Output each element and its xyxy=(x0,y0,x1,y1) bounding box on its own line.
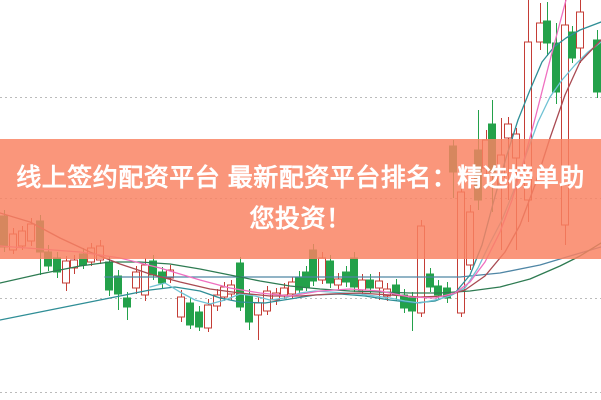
candle-down xyxy=(186,297,194,329)
candle-down xyxy=(543,2,551,56)
candle-down xyxy=(236,257,244,311)
candle-down xyxy=(195,306,203,331)
candle-up xyxy=(536,3,544,50)
candle-down xyxy=(114,270,122,310)
candle-down xyxy=(593,30,601,98)
candle-down xyxy=(568,26,576,63)
candle-down xyxy=(408,292,416,331)
promo-banner[interactable]: 线上签约配资平台 最新配资平台排名：精选榜单助 您投资！ xyxy=(0,139,601,259)
candle-up xyxy=(177,290,185,322)
candle-down xyxy=(123,292,131,320)
candle-down xyxy=(326,255,334,288)
candle-up xyxy=(132,266,140,294)
candle-up xyxy=(213,289,221,311)
ma-flat-steelblue xyxy=(104,246,601,278)
candle-down xyxy=(426,268,434,292)
ma-long-darkgreen xyxy=(0,242,601,294)
candle-up xyxy=(141,258,149,301)
candle-up xyxy=(334,273,342,290)
promo-banner-text-line1: 线上签约配资平台 最新配资平台排名：精选榜单助 xyxy=(16,164,585,192)
ma-cyan xyxy=(149,41,601,305)
candle-down xyxy=(392,279,400,301)
candle-up xyxy=(227,280,235,300)
candle-up xyxy=(204,299,212,332)
candle-up xyxy=(263,286,271,315)
promo-banner-text-line2: 您投资！ xyxy=(249,205,352,233)
candle-up xyxy=(62,256,70,291)
candle-down xyxy=(295,271,303,294)
ma-teal xyxy=(0,21,601,321)
